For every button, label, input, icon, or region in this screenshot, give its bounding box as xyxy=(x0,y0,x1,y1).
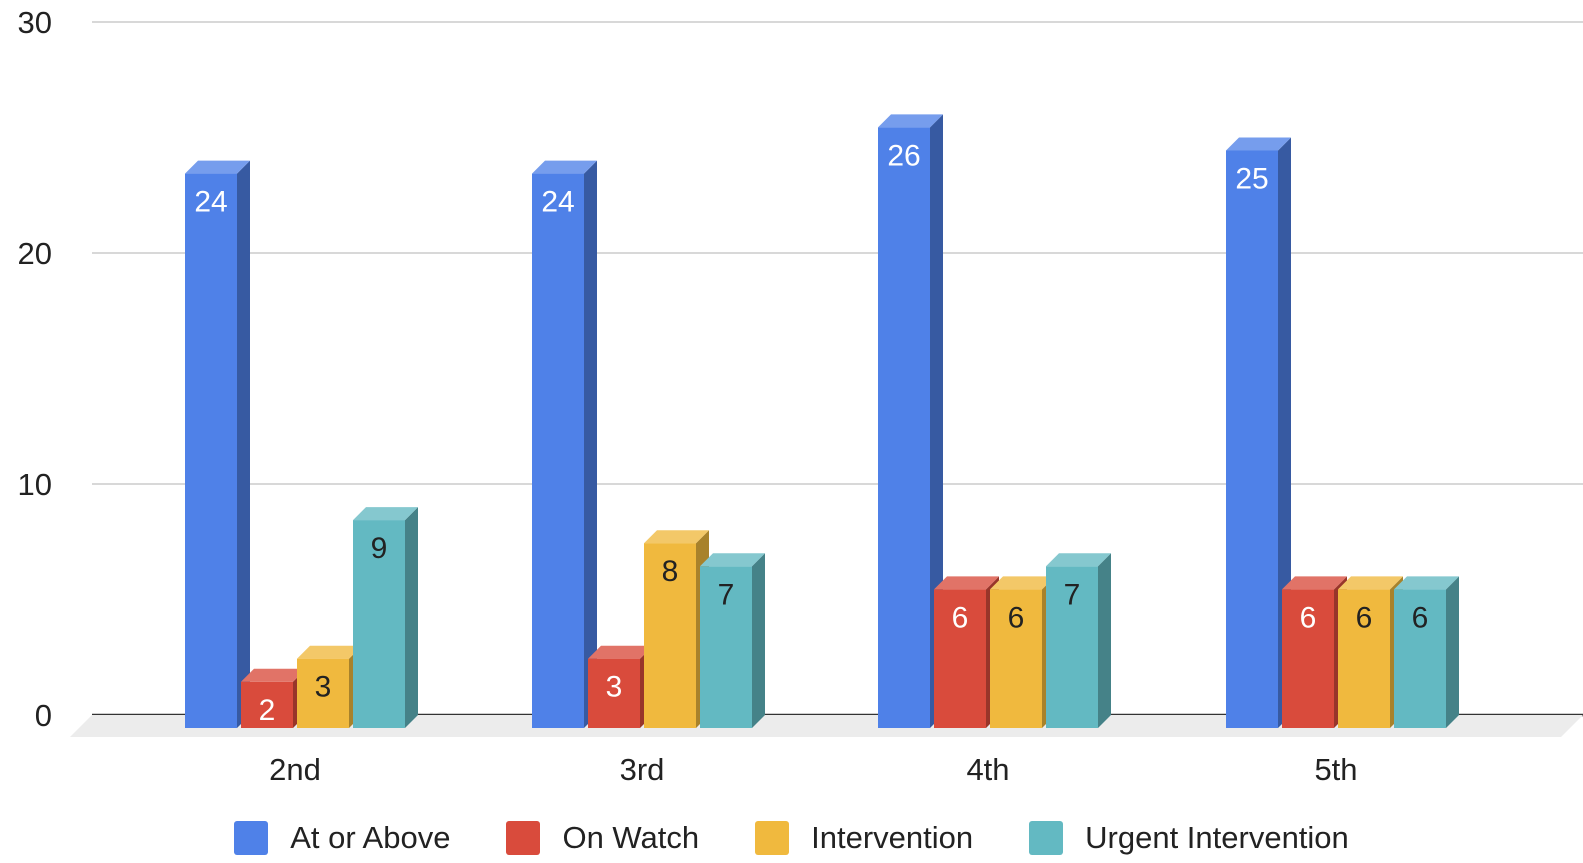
bar-top xyxy=(588,645,653,659)
bar-top xyxy=(1226,137,1291,151)
y-tick-label: 10 xyxy=(18,467,52,502)
y-tick-label: 30 xyxy=(18,5,52,40)
bar-side xyxy=(1098,553,1111,728)
bar-side xyxy=(405,507,418,728)
chart-floor xyxy=(70,715,1583,737)
bar xyxy=(644,530,709,728)
bar-value-label: 6 xyxy=(952,601,969,634)
bar-front xyxy=(700,566,752,728)
bar xyxy=(700,553,765,728)
bar-top xyxy=(1046,553,1111,567)
bar-top xyxy=(934,576,999,590)
bar-front xyxy=(1394,589,1446,728)
x-category-label: 3rd xyxy=(620,752,665,787)
bar-front xyxy=(1282,589,1334,728)
bar-top xyxy=(990,576,1055,590)
x-axis-categories: 2nd 3rd 4th 5th xyxy=(269,752,1357,787)
bar-front xyxy=(1226,150,1278,728)
bar-front xyxy=(1046,566,1098,728)
bar-top xyxy=(644,530,709,544)
bar-value-label: 8 xyxy=(662,555,679,588)
y-tick-label: 0 xyxy=(35,698,52,733)
legend: At or Above On Watch Intervention Urgent In… xyxy=(0,812,1583,863)
bar-value-label: 6 xyxy=(1008,601,1025,634)
legend-item: On Watch xyxy=(506,820,699,856)
bar-top xyxy=(532,160,597,174)
bar xyxy=(990,576,1055,728)
bar-front xyxy=(241,681,293,728)
bar-value-label: 9 xyxy=(371,532,388,565)
bar xyxy=(1394,576,1459,728)
bar-value-label: 2 xyxy=(259,694,276,727)
bar xyxy=(353,507,418,728)
legend-label: Urgent Intervention xyxy=(1085,819,1349,855)
y-axis-ticks: 0 10 20 30 xyxy=(18,5,52,733)
legend-label: On Watch xyxy=(562,819,700,855)
x-category-label: 2nd xyxy=(269,752,321,787)
bar-front xyxy=(185,173,237,729)
bar xyxy=(878,114,943,728)
bar-front xyxy=(990,589,1042,728)
bar-value-label: 24 xyxy=(541,186,574,219)
bar-value-label: 7 xyxy=(718,578,735,611)
legend-swatch xyxy=(506,820,541,855)
bar-front xyxy=(353,520,405,728)
bar xyxy=(1226,137,1291,728)
legend-label: At or Above xyxy=(290,819,451,855)
bar-side xyxy=(930,114,943,728)
bar xyxy=(532,160,597,729)
bar-value-label: 6 xyxy=(1412,601,1429,634)
bar xyxy=(934,576,999,728)
bar-value-label: 3 xyxy=(606,671,623,704)
bar-side xyxy=(752,553,765,728)
y-tick-label: 20 xyxy=(18,236,52,271)
floor-plane xyxy=(70,715,1583,737)
bar xyxy=(185,160,250,729)
bar-front xyxy=(532,173,584,729)
legend-item: Urgent Intervention xyxy=(1029,820,1349,856)
bars xyxy=(185,114,1459,729)
bar-top xyxy=(297,645,362,659)
bar-front xyxy=(1338,589,1390,728)
bar-front xyxy=(297,658,349,728)
bar-top xyxy=(1282,576,1347,590)
bar-top xyxy=(878,114,943,128)
bar-value-label: 6 xyxy=(1300,601,1317,634)
legend-swatch xyxy=(755,820,790,855)
bar xyxy=(1046,553,1111,728)
bar-top xyxy=(353,507,418,521)
bar-side xyxy=(1446,576,1459,728)
legend-swatch xyxy=(234,820,269,855)
bar xyxy=(1282,576,1347,728)
bar-front xyxy=(644,543,696,728)
bar-front xyxy=(588,658,640,728)
bar-value-label: 24 xyxy=(194,186,227,219)
legend-label: Intervention xyxy=(811,819,974,855)
bar-value-label: 26 xyxy=(887,139,920,172)
bar-top xyxy=(700,553,765,567)
bar-top xyxy=(1394,576,1459,590)
legend-item: At or Above xyxy=(234,820,450,856)
bar-side xyxy=(1278,137,1291,728)
bar-front xyxy=(934,589,986,728)
bar-value-label: 6 xyxy=(1356,601,1373,634)
bar xyxy=(241,668,306,728)
x-category-label: 5th xyxy=(1314,752,1357,787)
bar-value-label: 7 xyxy=(1064,578,1081,611)
legend-item: Intervention xyxy=(755,820,973,856)
bar-value-label: 3 xyxy=(315,671,332,704)
bar-front xyxy=(878,127,930,728)
bar-chart-svg: 0 10 20 30 24 2 3 9 24 3 8 7 26 6 6 7 25 6 6 6 2nd 3rd 4th 5t… xyxy=(18,5,1583,787)
bar xyxy=(1338,576,1403,728)
bar-top xyxy=(185,160,250,174)
legend-swatch xyxy=(1029,820,1064,855)
bar-value-labels: 24 2 3 9 24 3 8 7 26 6 6 7 25 6 6 6 xyxy=(194,139,1428,726)
bar-side xyxy=(584,160,597,729)
bar-top xyxy=(241,668,306,682)
bar-value-label: 25 xyxy=(1235,163,1268,196)
x-category-label: 4th xyxy=(966,752,1009,787)
bar-top xyxy=(1338,576,1403,590)
bar-side xyxy=(237,160,250,729)
